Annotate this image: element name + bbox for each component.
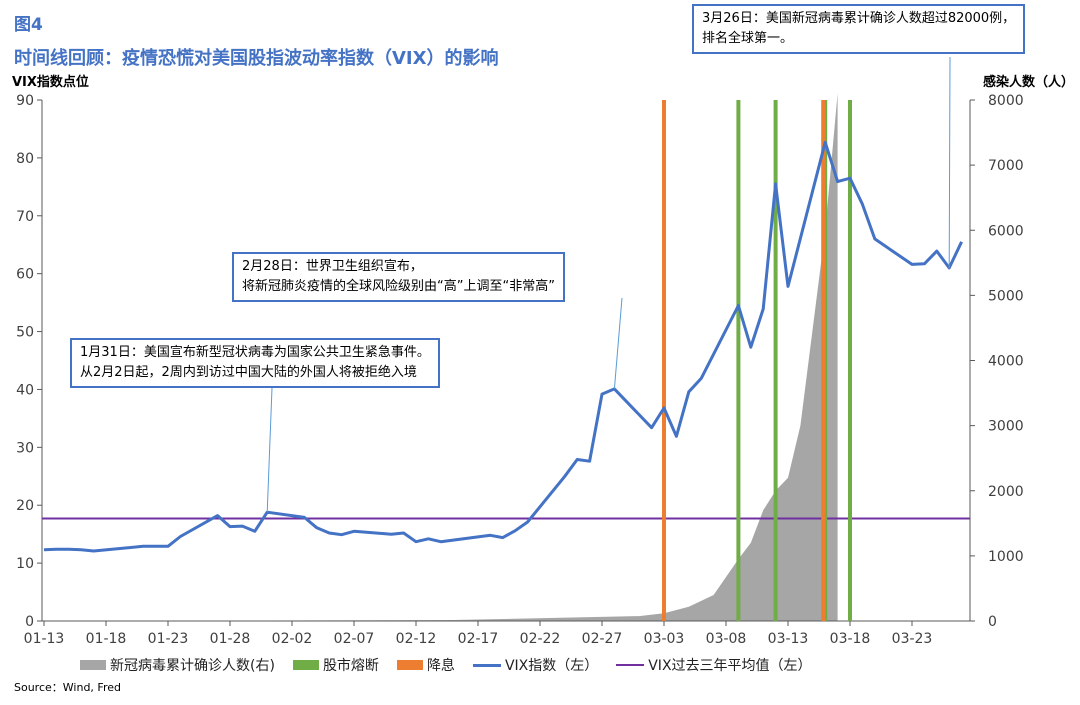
left-tick-label: 30 (16, 440, 34, 456)
figure-label: 图4 (14, 15, 43, 35)
right-tick-label: 3000 (988, 419, 1024, 435)
legend-swatch (396, 660, 423, 670)
legend-item-vix-average: VIX过去三年平均值（左） (616, 655, 812, 675)
x-tick-label: 03-03 (644, 631, 685, 647)
annotation-line: 1月31日：美国宣布新型冠状病毒为国家公共卫生紧急事件。 (80, 345, 430, 360)
x-tick-label: 01-18 (86, 631, 127, 647)
right-tick-label: 7000 (988, 158, 1024, 174)
x-tick-label: 02-27 (582, 631, 623, 647)
left-tick-label: 40 (16, 382, 34, 398)
legend-swatch (292, 660, 319, 670)
annotation-jan31: 1月31日：美国宣布新型冠状病毒为国家公共卫生紧急事件。 从2月2日起，2周内到… (70, 338, 440, 388)
legend-item-cases: 新冠病毒累计确诊人数(右) (80, 655, 275, 675)
legend: 新冠病毒累计确诊人数(右) 股市熔断 降息 VIX指数（左） VIX过去三年平均… (80, 655, 830, 675)
x-tick-label: 01-28 (210, 631, 251, 647)
annotation-feb28: 2月28日：世界卫生组织宣布， 将新冠肺炎疫情的全球风险级别由“高”上调至“非常… (232, 252, 565, 302)
x-tick-label: 02-12 (396, 631, 437, 647)
left-tick-label: 80 (16, 151, 34, 167)
x-tick-label: 03-13 (768, 631, 809, 647)
legend-swatch (472, 663, 501, 667)
right-tick-label: 0 (988, 614, 997, 630)
x-tick-label: 03-08 (706, 631, 747, 647)
left-tick-label: 70 (16, 209, 34, 225)
x-tick-label: 02-07 (334, 631, 375, 647)
annotation-leader (948, 56, 951, 268)
annotation-line: 2月28日：世界卫生组织宣布， (242, 259, 423, 274)
left-tick-label: 10 (16, 556, 34, 572)
x-tick-label: 02-17 (458, 631, 499, 647)
right-tick-label: 4000 (988, 354, 1024, 370)
annotation-line: 将新冠肺炎疫情的全球风险级别由“高”上调至“非常高” (242, 279, 555, 294)
source-note: Source：Wind, Fred (14, 681, 121, 694)
annotation-leader (266, 387, 273, 513)
legend-label: 新冠病毒累计确诊人数(右) (110, 658, 275, 674)
cases-area (44, 93, 838, 621)
annotation-mar26: 3月26日：美国新冠病毒累计确诊人数超过82000例， 排名全球第一。 (692, 4, 1026, 54)
chart-title: 时间线回顾：疫情恐慌对美国股指波动率指数（VIX）的影响 (14, 48, 499, 69)
x-tick-label: 01-23 (148, 631, 189, 647)
vix-line (43, 140, 963, 553)
left-tick-label: 60 (16, 267, 34, 283)
legend-label: 降息 (426, 658, 455, 674)
left-axis-title: VIX指数点位 (12, 74, 89, 90)
left-tick-label: 20 (16, 498, 34, 514)
left-tick-label: 90 (16, 93, 34, 109)
x-tick-label: 01-13 (24, 631, 65, 647)
legend-swatch (80, 660, 106, 670)
x-tick-label: 02-22 (520, 631, 561, 647)
legend-label: VIX过去三年平均值（左） (648, 658, 812, 674)
right-tick-label: 5000 (988, 288, 1024, 304)
legend-item-circuit-breaker: 股市熔断 (292, 655, 379, 675)
left-tick-label: 50 (16, 325, 34, 341)
right-axis-title: 感染人数（人） (983, 74, 1074, 90)
annotation-leader (613, 297, 623, 389)
legend-label: 股市熔断 (322, 658, 379, 674)
x-tick-label: 03-18 (830, 631, 871, 647)
right-tick-label: 6000 (988, 223, 1024, 239)
annotation-line: 排名全球第一。 (702, 31, 794, 46)
right-tick-label: 1000 (988, 549, 1024, 565)
x-tick-label: 03-23 (892, 631, 933, 647)
legend-label: VIX指数（左） (504, 658, 599, 674)
legend-item-rate-cut: 降息 (396, 655, 455, 675)
right-tick-label: 8000 (988, 93, 1024, 109)
legend-swatch (616, 664, 645, 666)
annotation-line: 3月26日：美国新冠病毒累计确诊人数超过82000例， (702, 11, 1016, 26)
x-tick-label: 02-02 (272, 631, 313, 647)
right-tick-label: 2000 (988, 484, 1024, 500)
left-tick-label: 0 (25, 614, 34, 630)
annotation-line: 从2月2日起，2周内到访过中国大陆的外国人将被拒绝入境 (80, 365, 417, 380)
legend-item-vix: VIX指数（左） (472, 655, 599, 675)
